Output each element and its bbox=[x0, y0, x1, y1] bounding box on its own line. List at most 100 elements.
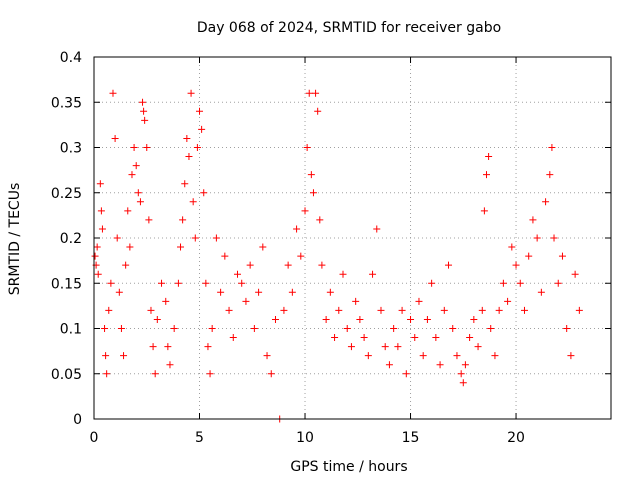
data-point bbox=[280, 306, 288, 314]
data-point bbox=[423, 315, 431, 323]
data-point bbox=[381, 343, 389, 351]
data-point bbox=[200, 189, 208, 197]
data-point bbox=[563, 325, 571, 332]
data-point bbox=[187, 89, 195, 97]
data-point bbox=[537, 288, 545, 296]
data-point bbox=[445, 261, 453, 269]
data-point bbox=[271, 315, 279, 323]
data-point bbox=[143, 144, 151, 151]
data-point bbox=[411, 334, 419, 342]
data-point bbox=[94, 270, 102, 278]
data-point bbox=[343, 325, 351, 332]
data-point bbox=[449, 325, 457, 332]
x-axis-ticks: 0 5 10 15 20 bbox=[90, 57, 525, 446]
data-point bbox=[166, 361, 174, 369]
data-point bbox=[259, 243, 267, 251]
data-point bbox=[305, 89, 313, 97]
data-point bbox=[461, 361, 469, 369]
data-point bbox=[436, 361, 444, 369]
data-point bbox=[407, 315, 415, 323]
x-axis-label: GPS time / hours bbox=[290, 459, 407, 475]
data-point bbox=[246, 261, 254, 269]
data-point bbox=[147, 306, 155, 314]
data-point bbox=[204, 343, 212, 351]
data-point bbox=[480, 207, 488, 215]
data-point bbox=[347, 343, 355, 351]
x-tick-label: 20 bbox=[507, 430, 525, 446]
data-point bbox=[141, 116, 149, 124]
data-point bbox=[508, 243, 516, 251]
data-point bbox=[525, 252, 533, 260]
data-point bbox=[364, 352, 372, 360]
data-point bbox=[297, 252, 305, 260]
data-point bbox=[419, 352, 427, 360]
data-point bbox=[459, 379, 467, 387]
data-point bbox=[293, 225, 301, 233]
data-point bbox=[91, 252, 99, 260]
data-point bbox=[229, 334, 237, 342]
data-point bbox=[546, 171, 554, 179]
data-point bbox=[217, 288, 225, 296]
data-point bbox=[120, 352, 128, 360]
data-point bbox=[208, 325, 216, 332]
data-point bbox=[558, 252, 566, 260]
data-point bbox=[495, 306, 503, 314]
data-point bbox=[136, 198, 144, 206]
data-point bbox=[491, 352, 499, 360]
data-point bbox=[149, 343, 157, 351]
data-point bbox=[189, 198, 197, 206]
data-point bbox=[575, 306, 583, 314]
grid-lines bbox=[94, 57, 611, 419]
data-point bbox=[516, 279, 524, 287]
data-point bbox=[132, 162, 140, 170]
y-tick-label: 0.05 bbox=[51, 367, 82, 383]
y-tick-label: 0.4 bbox=[60, 50, 82, 66]
y-axis-ticks: 0 0.05 0.1 0.15 0.2 0.25 0.3 0.35 0.4 bbox=[51, 50, 611, 428]
data-point bbox=[390, 325, 398, 332]
data-point bbox=[331, 334, 339, 342]
data-point bbox=[145, 216, 153, 224]
data-point bbox=[512, 261, 520, 269]
data-point bbox=[267, 370, 275, 378]
data-point bbox=[179, 216, 187, 224]
y-axis-label: SRMTID / TECUs bbox=[7, 183, 23, 296]
data-point bbox=[174, 279, 182, 287]
y-tick-label: 0.35 bbox=[51, 95, 82, 111]
data-point bbox=[303, 144, 311, 151]
data-point bbox=[193, 144, 201, 151]
data-point bbox=[318, 261, 326, 269]
data-point bbox=[499, 279, 507, 287]
data-point bbox=[212, 234, 220, 242]
data-point bbox=[162, 297, 170, 305]
y-tick-label: 0.25 bbox=[51, 186, 82, 202]
data-point bbox=[554, 279, 562, 287]
data-point bbox=[103, 370, 111, 378]
data-point bbox=[93, 243, 101, 251]
data-point bbox=[183, 134, 191, 142]
data-point bbox=[504, 297, 512, 305]
data-point bbox=[151, 370, 159, 378]
data-point bbox=[124, 207, 132, 215]
data-point bbox=[520, 306, 528, 314]
data-point bbox=[117, 325, 125, 332]
data-point bbox=[96, 180, 104, 188]
data-point bbox=[474, 343, 482, 351]
data-point bbox=[181, 180, 189, 188]
data-point bbox=[158, 279, 166, 287]
data-point bbox=[428, 279, 436, 287]
data-point bbox=[115, 288, 123, 296]
data-point bbox=[356, 315, 364, 323]
y-tick-label: 0.1 bbox=[60, 322, 82, 338]
data-point bbox=[242, 297, 250, 305]
data-point bbox=[432, 334, 440, 342]
data-point bbox=[571, 270, 579, 278]
y-tick-label: 0 bbox=[73, 412, 82, 428]
data-point bbox=[394, 343, 402, 351]
data-point bbox=[191, 234, 199, 242]
data-point bbox=[482, 171, 490, 179]
x-tick-label: 0 bbox=[90, 430, 99, 446]
data-point bbox=[97, 207, 105, 215]
data-point bbox=[126, 243, 134, 251]
data-point bbox=[466, 334, 474, 342]
data-point bbox=[360, 334, 368, 342]
